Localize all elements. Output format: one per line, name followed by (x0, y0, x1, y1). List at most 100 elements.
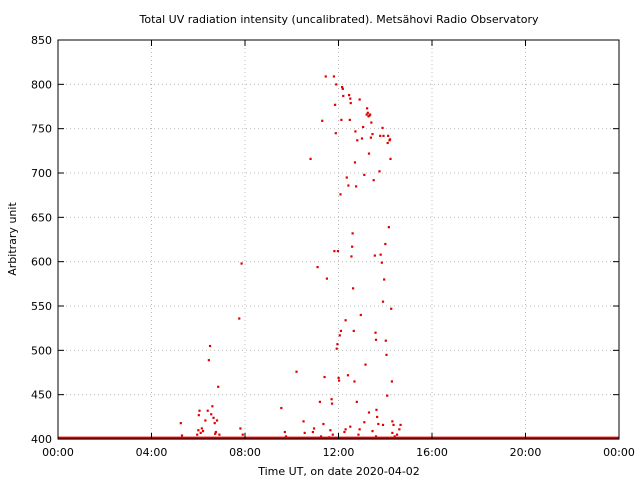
data-point (213, 422, 216, 425)
data-point (362, 125, 365, 129)
data-point (345, 176, 348, 179)
data-point (335, 347, 338, 350)
data-point (389, 157, 392, 161)
data-point (336, 343, 339, 346)
data-point (388, 138, 392, 141)
plot-frame (57, 39, 620, 440)
data-point (348, 118, 351, 121)
data-point (303, 431, 306, 434)
data-point (363, 173, 366, 176)
data-point (238, 317, 241, 320)
data-point (351, 232, 354, 235)
data-point (331, 433, 334, 436)
data-point (385, 353, 388, 356)
data-point (198, 409, 201, 412)
data-point (241, 433, 244, 436)
data-point (359, 313, 362, 317)
data-point (371, 430, 374, 433)
data-point (380, 261, 383, 264)
data-point (206, 409, 209, 412)
y-axis-ticks: 400 450 500 550 600 650 700 750 800 850 (31, 34, 619, 446)
x-tick-label: 00:00 (42, 446, 74, 459)
data-points (179, 75, 402, 439)
data-point (384, 339, 387, 342)
x-axis-ticks: 00:00 04:00 08:00 12:00 16:00 20:00 00:00 (42, 40, 635, 459)
data-point (341, 87, 344, 90)
data-point (349, 97, 352, 100)
data-point (337, 379, 341, 382)
data-point (324, 75, 327, 78)
data-point (357, 433, 360, 436)
data-point (214, 430, 217, 434)
data-point (374, 331, 377, 334)
data-point (363, 421, 366, 424)
data-point (348, 93, 351, 97)
data-point (369, 136, 372, 139)
data-point (372, 179, 375, 182)
x-tick-label: 08:00 (229, 446, 261, 459)
data-point (325, 277, 329, 280)
data-point (381, 423, 385, 427)
data-point (376, 415, 379, 419)
data-point (239, 427, 242, 430)
data-point (208, 344, 212, 348)
data-point (309, 157, 312, 161)
data-point (284, 435, 288, 438)
data-point (399, 423, 402, 427)
data-point (352, 329, 355, 333)
data-point (218, 433, 221, 436)
data-point (214, 432, 217, 435)
y-tick-label: 700 (31, 167, 52, 180)
data-point (350, 255, 353, 258)
data-point (323, 375, 326, 379)
data-point (392, 423, 395, 427)
data-point (374, 338, 378, 341)
data-point (335, 83, 338, 86)
data-point (378, 170, 381, 173)
data-point (328, 436, 331, 439)
data-point (334, 132, 337, 135)
data-point (336, 250, 339, 253)
data-point (215, 419, 219, 422)
data-point (366, 111, 369, 114)
data-point (339, 193, 342, 196)
data-point (358, 428, 361, 431)
data-point (212, 416, 215, 419)
data-point (371, 132, 374, 136)
data-point (393, 435, 396, 438)
data-point (367, 152, 371, 155)
data-point (217, 385, 220, 388)
data-point (377, 422, 380, 426)
data-point (390, 307, 393, 310)
data-point (384, 242, 387, 246)
x-tick-label: 16:00 (416, 446, 448, 459)
data-point (322, 422, 325, 426)
data-point (387, 134, 390, 137)
data-point (337, 376, 340, 380)
x-tick-label: 00:00 (603, 446, 635, 459)
grid (58, 40, 619, 439)
data-point (355, 400, 358, 403)
data-point (340, 118, 343, 121)
data-point (356, 139, 359, 142)
y-tick-label: 450 (31, 389, 52, 402)
data-point (240, 262, 243, 265)
data-point (366, 107, 369, 110)
data-point (351, 287, 355, 290)
data-point (199, 431, 202, 434)
data-point (329, 429, 332, 432)
data-point (351, 245, 354, 248)
data-point (333, 103, 337, 106)
data-point (332, 75, 336, 78)
data-point (353, 161, 357, 164)
data-point (280, 406, 283, 410)
data-point (319, 435, 323, 438)
data-point (295, 370, 298, 373)
y-tick-label: 800 (31, 78, 52, 91)
data-point (341, 85, 344, 89)
data-point (364, 363, 367, 366)
data-point (375, 408, 378, 411)
data-point (360, 137, 364, 140)
y-tick-label: 650 (31, 211, 52, 224)
data-point (312, 427, 316, 430)
